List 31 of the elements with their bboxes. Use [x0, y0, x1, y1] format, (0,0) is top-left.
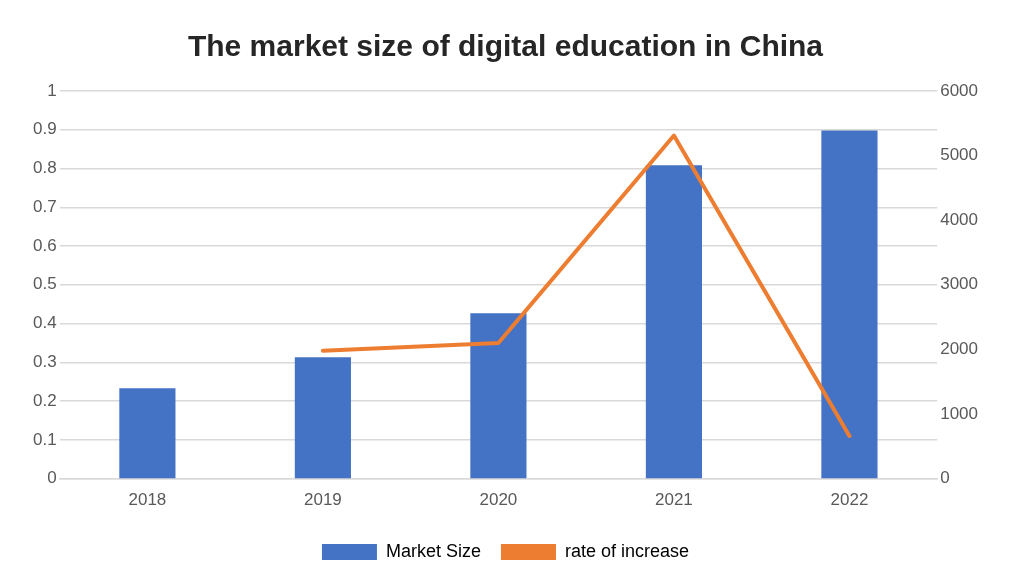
bar [294, 357, 351, 479]
bar [645, 165, 702, 479]
y-tick-label: 0.9 [32, 119, 57, 139]
y-tick-label: 0.4 [32, 313, 57, 333]
x-tick-label: 2019 [303, 490, 342, 510]
legend-label: Market Size [385, 540, 481, 561]
y-tick-label: 0.8 [32, 158, 57, 178]
x-tick-label: 2020 [479, 490, 518, 510]
bar [821, 130, 878, 479]
bar [119, 388, 176, 479]
x-tick-label: 2021 [655, 490, 693, 510]
y-tick-label: 0.2 [32, 390, 57, 410]
x-tick-label: 2018 [128, 490, 167, 510]
y2-tick-label: 2000 [940, 339, 979, 359]
y-tick-label: 0.1 [32, 429, 57, 449]
bar [470, 313, 527, 479]
y2-tick-label: 3000 [940, 274, 979, 294]
y2-tick-label: 1000 [940, 403, 979, 423]
y-tick-label: 0 [47, 468, 57, 488]
y-tick-label: 1 [47, 80, 57, 100]
x-tick-label: 2022 [830, 490, 869, 510]
y-tick-label: 0.5 [32, 274, 57, 294]
y2-tick-label: 6000 [940, 80, 979, 100]
y2-tick-label: 5000 [940, 145, 979, 165]
y2-tick-label: 4000 [940, 209, 979, 229]
legend-label: rate of increase [564, 540, 690, 561]
y-tick-label: 0.7 [32, 196, 57, 216]
y-tick-label: 0.6 [32, 235, 57, 255]
chart-title: The market size of digital education in China [187, 29, 824, 63]
y-tick-label: 0.3 [32, 352, 57, 372]
y2-tick-label: 0 [940, 468, 950, 488]
